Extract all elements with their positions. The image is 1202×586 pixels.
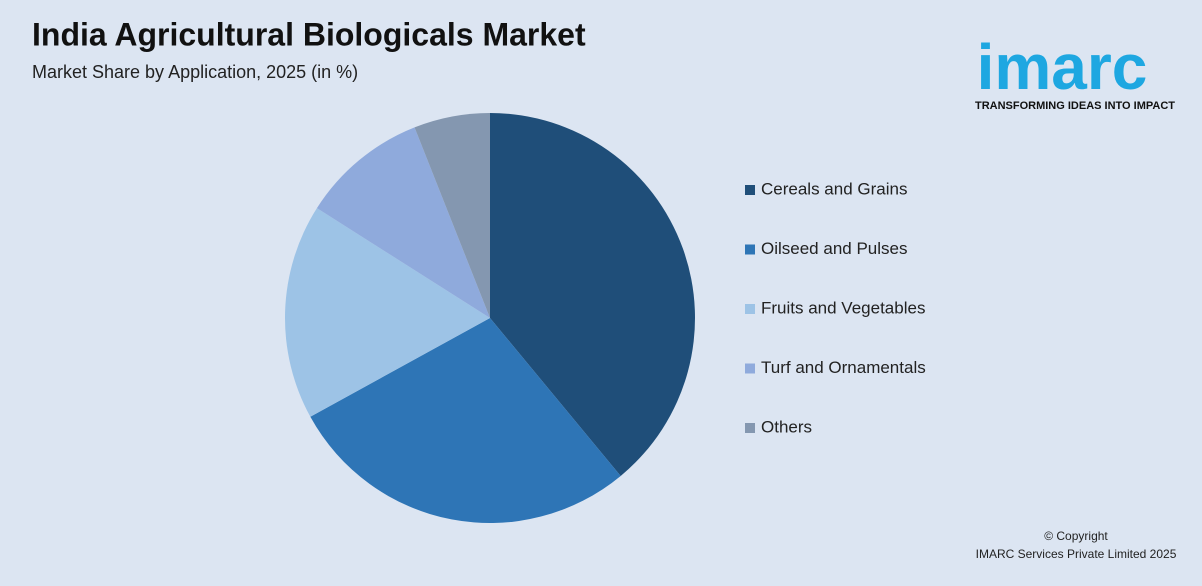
legend-swatch	[745, 185, 755, 195]
pie-slice	[310, 318, 621, 523]
pie-slice	[284, 208, 490, 417]
pie-slice	[316, 127, 490, 319]
chart-title: India Agricultural Biologicals Market	[32, 16, 586, 52]
legend-swatch	[745, 244, 755, 255]
legend-label: Cereals and Grains	[761, 179, 907, 198]
logo-tagline: TRANSFORMING IDEAS INTO IMPACT	[975, 100, 1175, 112]
legend-swatch	[745, 363, 755, 374]
pie-slice	[414, 113, 490, 318]
legend-label: Others	[761, 417, 812, 436]
company: IMARC Services Private Limited 2025	[976, 547, 1177, 561]
legend-label: Turf and Ornamentals	[761, 358, 926, 377]
legend-label: Fruits and Vegetables	[761, 298, 925, 317]
logo-name: imarc	[977, 31, 1148, 103]
legend-swatch	[745, 423, 755, 433]
pie-slice	[490, 113, 695, 476]
chart-subtitle: Market Share by Application, 2025 (in %)	[32, 62, 358, 82]
copyright: © Copyright	[1044, 529, 1108, 543]
legend-label: Oilseed and Pulses	[761, 239, 907, 258]
legend-swatch	[745, 304, 755, 314]
